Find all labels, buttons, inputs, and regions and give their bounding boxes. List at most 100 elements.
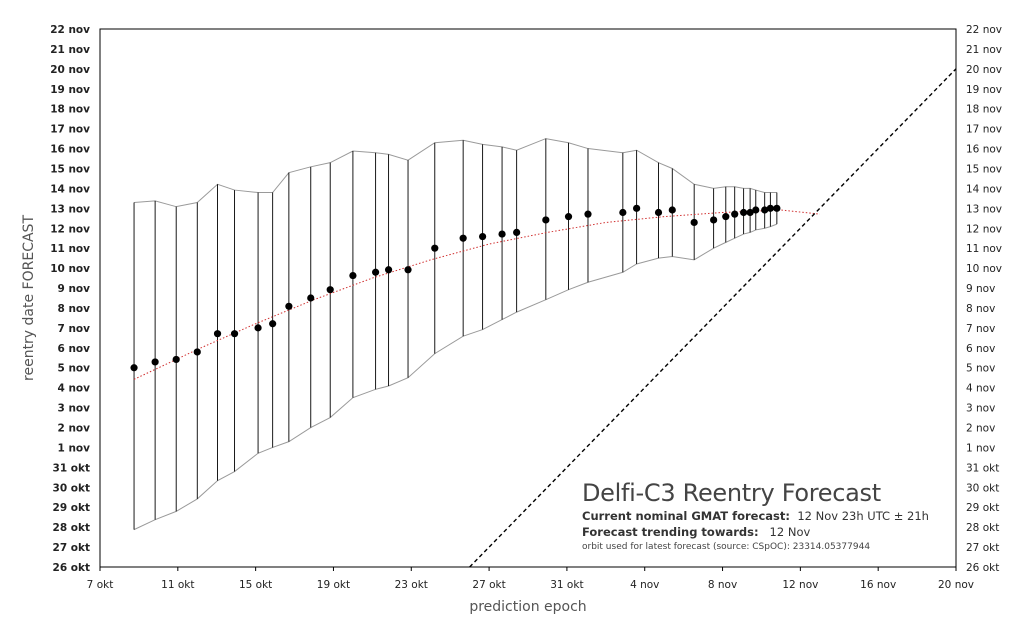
orbit-source-note: orbit used for latest forecast (source: … [582,542,871,552]
forecast-point-15 [404,266,412,274]
y-tick-label-right-5: 30 okt [966,482,999,494]
chart-title: Delfi-C3 Reentry Forecast [582,479,881,507]
forecast-point-31 [731,210,739,218]
x-axis-title: prediction epoch [469,599,586,615]
trend-line [133,209,820,380]
forecast-point-12 [349,271,357,280]
y-tick-label-right-2: 27 okt [966,542,999,554]
nominal-forecast-line: Current nominal GMAT forecast: 12 Nov 23… [582,508,929,524]
y-tick-label-left-3: 28 okt [53,522,90,534]
x-tick-label-7: 31 okt [550,579,583,591]
forecast-point-2 [151,358,159,366]
forecast-info-box: Delfi-C3 Reentry Forecast Current nomina… [582,478,929,554]
forecast-point-25 [633,204,641,212]
y-tick-label-left-1: 26 okt [53,562,90,574]
y-tick-label-right-19: 13 nov [966,203,1002,215]
y-tick-label-right-7: 1 nov [966,442,995,454]
y-tick-label-right-28: 22 nov [966,24,1002,36]
y-tick-label-left-12: 6 nov [58,343,91,355]
y-tick-label-right-6: 31 okt [966,462,999,474]
x-tick-label-4: 19 okt [317,579,350,591]
forecast-point-6 [230,330,239,338]
y-tick-label-right-12: 6 nov [966,343,995,355]
forecast-point-1 [130,364,138,372]
y-tick-label-left-21: 15 nov [50,163,90,175]
x-tick-label-1: 7 okt [87,579,114,591]
forecast-point-18 [479,232,487,241]
upper-bound-envelope [134,138,777,208]
y-tick-label-left-9: 3 nov [58,403,91,415]
y-tick-label-right-14: 8 nov [966,303,995,315]
y-tick-label-left-20: 14 nov [50,183,90,195]
y-tick-label-left-6: 31 okt [53,462,90,474]
y-tick-label-left-14: 8 nov [58,303,91,315]
y-tick-label-left-4: 29 okt [53,502,90,514]
y-tick-label-right-10: 4 nov [966,383,995,395]
y-tick-label-right-25: 19 nov [966,84,1002,96]
forecast-point-14 [384,266,393,274]
y-tick-label-left-10: 4 nov [58,383,91,395]
y-tick-label-right-3: 28 okt [966,522,999,534]
forecast-point-26 [654,208,663,217]
forecast-point-17 [459,234,467,242]
forecast-point-19 [498,230,506,238]
forecast-point-36 [766,204,774,212]
y-tick-label-right-16: 10 nov [966,263,1002,275]
nominal-forecast-label: Current nominal GMAT forecast: [582,509,790,523]
y-tick-label-right-13: 7 nov [966,323,995,335]
y-tick-label-left-19: 13 nov [50,203,90,215]
forecast-point-35 [761,206,769,214]
nominal-forecast-value: 12 Nov 23h UTC ± 21h [797,509,929,523]
x-tick-label-5: 23 okt [395,579,428,591]
x-tick-label-2: 11 okt [161,579,194,591]
forecast-point-34 [752,206,760,214]
y-tick-label-right-24: 18 nov [966,104,1002,116]
forecast-point-16 [431,244,439,252]
forecast-point-29 [710,216,718,224]
forecast-point-21 [542,216,550,224]
plot-frame [99,28,957,568]
x-tick-label-11: 16 nov [860,579,896,591]
forecast-point-7 [254,324,262,332]
forecast-point-33 [746,208,754,217]
y-tick-label-right-18: 12 nov [966,223,1002,235]
forecast-point-27 [668,206,676,214]
y-tick-label-right-1: 26 okt [966,562,999,574]
y-tick-label-left-28: 22 nov [50,24,90,36]
y-tick-label-right-27: 21 nov [966,44,1002,56]
y-tick-label-right-17: 11 nov [966,243,1002,255]
x-tick-label-12: 20 nov [938,579,974,591]
forecast-point-20 [513,228,521,237]
y-tick-label-left-7: 1 nov [58,442,91,454]
y-tick-label-right-26: 20 nov [966,64,1002,76]
y-tick-label-left-15: 9 nov [58,283,91,295]
y-tick-label-right-21: 15 nov [966,163,1002,175]
forecast-point-8 [269,320,277,328]
y-tick-label-right-20: 14 nov [966,183,1002,195]
forecast-point-5 [213,330,222,338]
trend-forecast-label: Forecast trending towards: [582,525,759,539]
y-tick-label-left-11: 5 nov [58,363,91,375]
y-tick-label-left-16: 10 nov [50,263,90,275]
trend-forecast-value: 12 Nov [769,525,811,539]
forecast-point-11 [326,286,334,294]
x-tick-label-8: 4 nov [630,579,659,591]
y-tick-label-left-13: 7 nov [58,323,91,335]
forecast-point-24 [619,208,627,217]
forecast-point-37 [773,204,781,212]
forecast-point-32 [740,208,748,217]
forecast-point-4 [193,348,201,356]
y-tick-label-right-9: 3 nov [966,403,995,415]
y-tick-label-left-5: 30 okt [53,482,90,494]
y-tick-label-left-8: 2 nov [58,423,91,435]
y-tick-label-right-22: 16 nov [966,144,1002,156]
x-tick-label-6: 27 okt [472,579,505,591]
y-tick-label-left-2: 27 okt [53,542,90,554]
x-tick-label-3: 15 okt [239,579,272,591]
y-tick-label-left-17: 11 nov [50,243,90,255]
x-tick-label-10: 12 nov [782,579,818,591]
y-tick-label-right-4: 29 okt [966,502,999,514]
forecast-point-9 [285,302,293,310]
forecast-point-22 [564,213,573,221]
